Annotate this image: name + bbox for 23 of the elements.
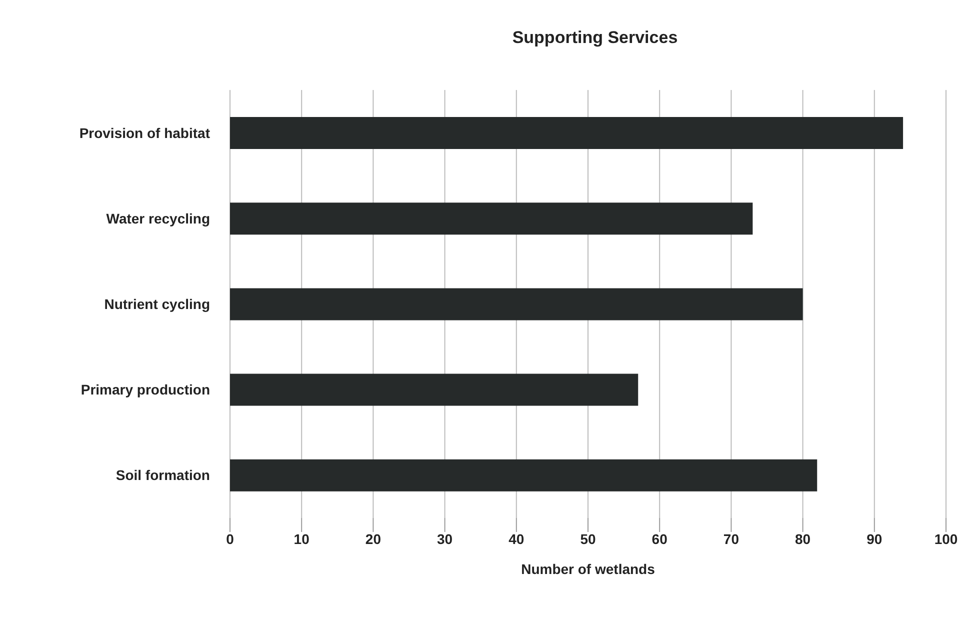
- x-tick-label: 80: [795, 530, 811, 547]
- chart-title: Supporting Services: [511, 28, 679, 48]
- bar: [230, 117, 904, 149]
- x-tick-label: 70: [723, 530, 740, 547]
- x-tick-label: 0: [226, 530, 234, 547]
- x-axis-title: Number of wetlands: [521, 561, 656, 577]
- y-tick-label: Soil formation: [116, 467, 210, 484]
- bar: [230, 459, 818, 492]
- bar: [230, 288, 803, 320]
- y-tick-label: Water recycling: [106, 210, 210, 226]
- x-tick-label: 50: [580, 530, 596, 547]
- bar: [230, 202, 753, 235]
- x-tick-label: 60: [652, 530, 668, 547]
- x-tick-label: 10: [294, 530, 310, 547]
- x-tick-label: 40: [508, 530, 524, 547]
- x-tick-label: 100: [934, 530, 958, 547]
- x-tick-label: 20: [365, 530, 382, 547]
- bar: [230, 374, 638, 406]
- y-tick-label: Nutrient cycling: [104, 296, 210, 312]
- y-tick-label: Primary production: [80, 382, 210, 398]
- x-tick-label: 90: [866, 530, 882, 547]
- x-tick-label: 30: [437, 530, 453, 547]
- y-tick-label: Provision of habitat: [79, 124, 210, 141]
